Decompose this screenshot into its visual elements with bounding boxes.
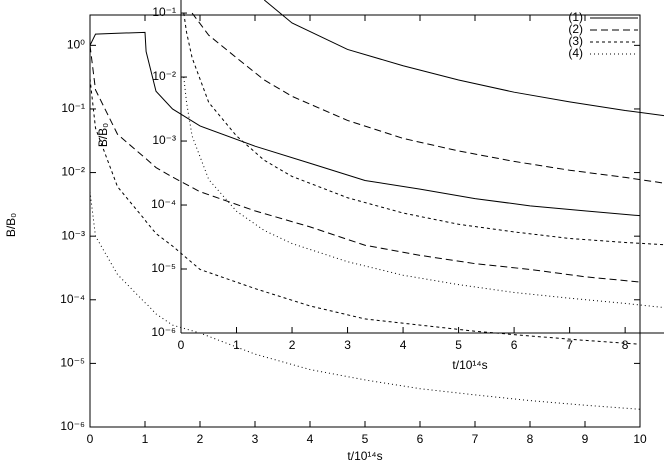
x-tick-label: 2 [289,338,296,352]
y-tick-label: 10⁻⁶ [60,419,85,433]
series-group [183,0,664,309]
y-axis-label: B/B₀ [4,213,18,237]
y-tick-label: 10⁻⁵ [151,261,176,275]
x-tick-label: 8 [527,432,534,446]
x-tick-label: 2 [197,432,204,446]
x-tick-label: 8 [622,338,629,352]
y-tick-label: 10⁻³ [61,228,85,242]
x-tick-label: 4 [307,432,314,446]
y-tick-label: 10⁻⁶ [151,325,176,339]
data-line [90,191,640,410]
x-tick-label: 9 [582,432,589,446]
y-tick-label: 10⁻⁴ [151,197,176,211]
x-tick-label: 0 [178,338,185,352]
legend-label: (1) [568,10,583,24]
data-line [191,12,664,184]
x-tick-label: 6 [417,432,424,446]
y-tick-label: 10⁻² [152,69,176,83]
data-line [90,31,640,217]
y-axis-label: B/B₀ [96,123,110,147]
y-tick-label: 10⁻¹ [61,101,85,115]
data-line [183,76,664,309]
x-tick-label: 1 [233,338,240,352]
x-tick-label: 3 [252,432,259,446]
x-tick-label: 1 [142,432,149,446]
y-tick-label: 10⁻⁵ [60,356,85,370]
data-line [90,78,640,345]
x-tick-label: 7 [566,338,573,352]
legend-label: (3) [568,34,583,48]
x-tick-label: 4 [400,338,407,352]
x-axis-label: t/10¹⁴s [452,358,487,372]
x-tick-label: 6 [511,338,518,352]
y-tick-label: 10⁻¹ [152,5,176,19]
legend-label: (4) [568,46,583,60]
x-tick-label: 3 [344,338,351,352]
data-line [90,45,640,283]
x-tick-label: 5 [362,432,369,446]
x-tick-label: 7 [472,432,479,446]
x-axis-label: t/10¹⁴s [347,449,382,463]
y-tick-label: 10⁻² [61,165,85,179]
x-tick-label: 5 [455,338,462,352]
y-tick-label: 10⁻⁴ [60,292,85,306]
data-line [263,0,664,117]
legend-label: (2) [568,22,583,36]
y-tick-label: 10⁻³ [152,133,176,147]
y-tick-label: 10⁰ [67,38,85,52]
series-group [90,31,640,410]
data-line [183,12,664,246]
x-tick-label: 10 [633,432,647,446]
x-tick-label: 0 [87,432,94,446]
